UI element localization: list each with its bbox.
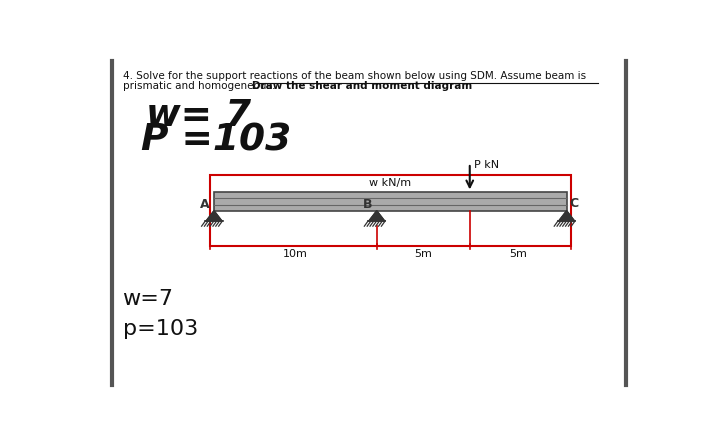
Bar	[210, 176, 570, 246]
Text: w kN/m: w kN/m	[369, 179, 411, 188]
Text: Draw the shear and moment diagram: Draw the shear and moment diagram	[241, 81, 472, 91]
Text: 5m: 5m	[509, 249, 527, 259]
Text: B: B	[363, 198, 372, 212]
Text: 5m: 5m	[414, 249, 432, 259]
Text: 4. Solve for the support reactions of the beam shown below using SDM. Assume bea: 4. Solve for the support reactions of th…	[122, 71, 585, 81]
Polygon shape	[559, 211, 575, 221]
Text: 10m: 10m	[283, 249, 308, 259]
Polygon shape	[369, 211, 384, 221]
Text: w=7: w=7	[122, 288, 174, 309]
Text: w= 7: w= 7	[145, 98, 251, 135]
Polygon shape	[206, 211, 222, 221]
Text: C: C	[570, 197, 579, 210]
Text: prismatic and homogeneous.: prismatic and homogeneous.	[122, 81, 275, 91]
Text: P kN: P kN	[474, 160, 499, 170]
Text: P =103: P =103	[141, 123, 292, 159]
Bar	[214, 192, 567, 211]
Text: A: A	[200, 198, 210, 212]
Text: p=103: p=103	[122, 319, 198, 339]
